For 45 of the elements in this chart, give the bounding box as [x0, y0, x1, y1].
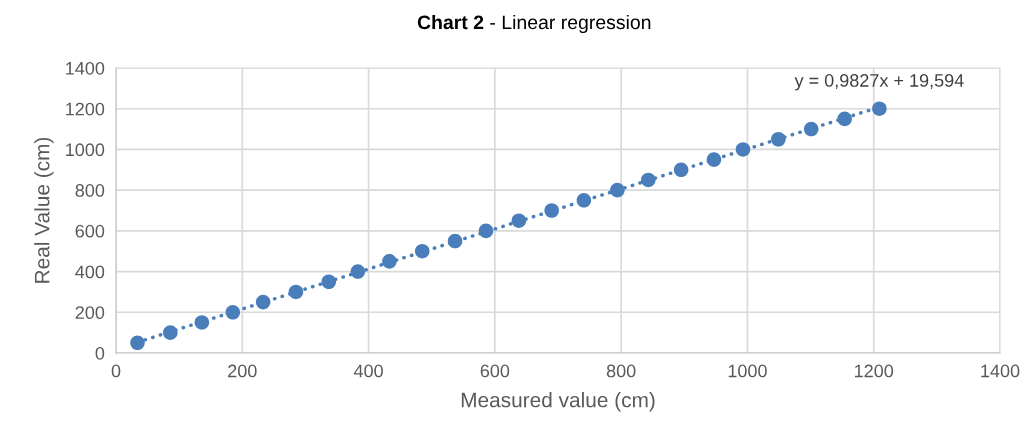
x-tick-label: 800	[606, 364, 636, 378]
point	[673, 162, 689, 178]
point	[641, 172, 656, 188]
point	[350, 264, 366, 279]
x-tick-label: 600	[480, 364, 510, 378]
y-tick-label: 400	[75, 265, 105, 279]
x-tick-label: 400	[353, 364, 383, 378]
point	[544, 203, 559, 218]
y-axis-title: Real Value (cm)	[34, 137, 54, 283]
y-tick-label: 1400	[66, 61, 105, 75]
x-tick-label: 1200	[855, 364, 894, 378]
x-tick-label: 1400	[981, 364, 1020, 378]
point	[163, 325, 178, 340]
point	[610, 182, 625, 198]
point	[321, 274, 337, 290]
point	[511, 213, 527, 228]
y-tick-label: 0	[95, 346, 105, 360]
chart-title: Chart 2	[417, 14, 484, 30]
point	[872, 101, 887, 116]
y-tick-label: 1200	[66, 102, 105, 116]
point	[576, 193, 592, 208]
x-axis-title: Measured value (cm)	[461, 392, 655, 412]
point	[771, 131, 786, 147]
point	[288, 284, 304, 300]
point	[255, 294, 271, 310]
point	[225, 305, 241, 320]
point	[803, 121, 819, 137]
x-tick-label: 0	[111, 364, 121, 378]
point	[130, 335, 145, 351]
y-tick-label: 600	[75, 224, 105, 238]
y-tick-label: 1000	[66, 143, 105, 157]
chart-subtitle: - Linear regression	[490, 14, 651, 34]
point	[735, 142, 751, 157]
point	[194, 315, 210, 330]
point	[478, 223, 494, 239]
x-tick-label: 1000	[728, 364, 767, 378]
point	[382, 254, 397, 269]
point	[447, 233, 463, 249]
annotation: y = 0,9827x + 19,594	[794, 74, 964, 91]
y-tick-label: 800	[75, 184, 105, 197]
point	[706, 152, 722, 167]
point	[837, 111, 852, 127]
x-tick-label: 200	[228, 364, 257, 378]
y-tick-label: 200	[75, 306, 105, 320]
point	[414, 243, 430, 259]
